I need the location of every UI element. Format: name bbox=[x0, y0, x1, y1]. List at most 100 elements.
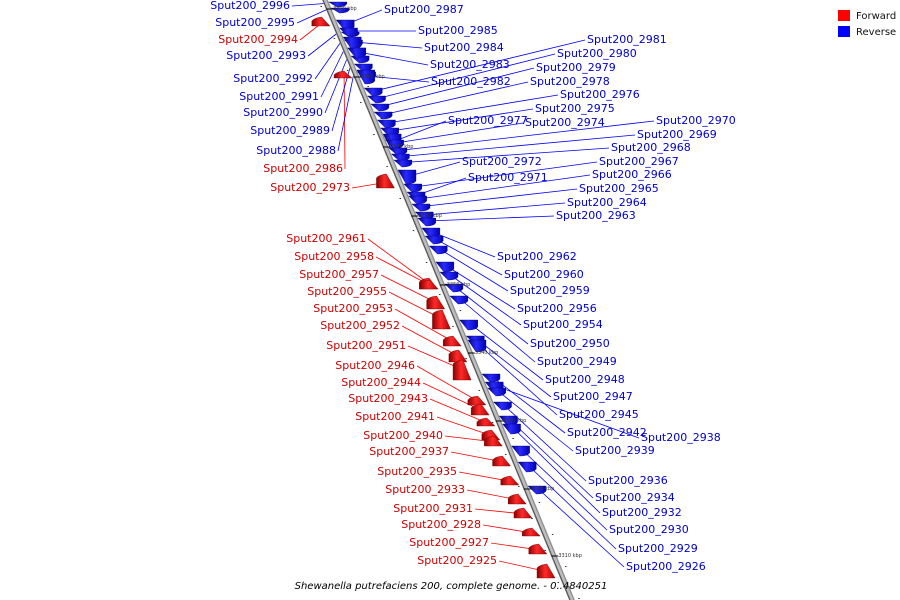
gene-label[interactable]: Sput200_2966 bbox=[592, 168, 672, 181]
leader-line bbox=[512, 427, 601, 514]
gene-label[interactable]: Sput200_2946 bbox=[335, 359, 415, 372]
gene-reverse bbox=[527, 485, 547, 495]
gene-label[interactable]: Sput200_2945 bbox=[559, 408, 639, 421]
gene-label[interactable]: Sput200_2949 bbox=[537, 355, 617, 368]
leader-line bbox=[354, 41, 423, 49]
leader-line bbox=[343, 75, 346, 170]
gene-label[interactable]: Sput200_2961 bbox=[286, 232, 366, 245]
leader-line bbox=[384, 81, 529, 115]
gene-label[interactable]: Sput200_2996 bbox=[210, 0, 290, 12]
gene-label[interactable]: Sput200_2993 bbox=[226, 49, 306, 62]
gene-label[interactable]: Sput200_2954 bbox=[523, 318, 603, 331]
gene-label[interactable]: Sput200_2940 bbox=[363, 429, 443, 442]
gene-label[interactable]: Sput200_2952 bbox=[320, 319, 400, 332]
gene-label[interactable]: Sput200_2978 bbox=[530, 75, 610, 88]
gene-label[interactable]: Sput200_2950 bbox=[530, 337, 610, 350]
gene-reverse bbox=[449, 295, 469, 305]
gene-label[interactable]: Sput200_2934 bbox=[595, 491, 675, 504]
gene-label[interactable]: Sput200_2990 bbox=[243, 106, 323, 119]
gene-label[interactable]: Sput200_2969 bbox=[637, 128, 717, 141]
gene-label[interactable]: Sput200_2930 bbox=[609, 523, 689, 536]
gene-label[interactable]: Sput200_2960 bbox=[504, 268, 584, 281]
gene-label[interactable]: Sput200_2941 bbox=[355, 410, 435, 423]
gene-label[interactable]: Sput200_2955 bbox=[307, 285, 387, 298]
gene-label[interactable]: Sput200_2971 bbox=[468, 171, 548, 184]
gene-label[interactable]: Sput200_2987 bbox=[384, 3, 464, 16]
genome-caption: Shewanella putrefaciens 200, complete ge… bbox=[295, 581, 608, 592]
gene-forward bbox=[476, 417, 496, 427]
gene-label[interactable]: Sput200_2984 bbox=[424, 41, 504, 54]
gene-label[interactable]: Sput200_2981 bbox=[587, 33, 667, 46]
gene-label[interactable]: Sput200_2980 bbox=[557, 47, 637, 60]
gene-label[interactable]: Sput200_2938 bbox=[641, 431, 721, 444]
gene-label[interactable]: Sput200_2931 bbox=[393, 502, 473, 515]
minor-tick-dot bbox=[504, 454, 507, 455]
gene-label[interactable]: Sput200_2982 bbox=[431, 75, 511, 88]
gene-label[interactable]: Sput200_2963 bbox=[556, 209, 636, 222]
gene-label[interactable]: Sput200_2947 bbox=[553, 390, 633, 403]
gene-label[interactable]: Sput200_2928 bbox=[401, 518, 481, 531]
gene-label[interactable]: Sput200_2935 bbox=[377, 465, 457, 478]
gene-reverse bbox=[444, 283, 464, 293]
gene-forward bbox=[500, 475, 520, 486]
gene-label[interactable]: Sput200_2948 bbox=[545, 373, 625, 386]
leader-line bbox=[401, 134, 636, 157]
gene-label[interactable]: Sput200_2958 bbox=[294, 250, 374, 263]
minor-tick-dot bbox=[551, 534, 554, 535]
gene-label[interactable]: Sput200_2925 bbox=[417, 554, 497, 567]
gene-reverse bbox=[511, 445, 530, 457]
gene-label[interactable]: Sput200_2977 bbox=[448, 114, 528, 127]
leader-line bbox=[377, 53, 556, 99]
gene-label[interactable]: Sput200_2951 bbox=[326, 339, 406, 352]
gene-label[interactable]: Sput200_2974 bbox=[525, 116, 605, 129]
gene-label[interactable]: Sput200_2976 bbox=[560, 88, 640, 101]
minor-tick-dot bbox=[557, 582, 560, 583]
gene-label[interactable]: Sput200_2937 bbox=[369, 445, 449, 458]
gene-forward bbox=[467, 395, 487, 406]
gene-label[interactable]: Sput200_2926 bbox=[626, 560, 706, 573]
gene-label[interactable]: Sput200_2975 bbox=[535, 102, 615, 115]
gene-label[interactable]: Sput200_2953 bbox=[313, 302, 393, 315]
gene-label[interactable]: Sput200_2956 bbox=[517, 302, 597, 315]
gene-label[interactable]: Sput200_2939 bbox=[575, 444, 655, 457]
gene-label[interactable]: Sput200_2985 bbox=[418, 24, 498, 37]
minor-tick-dot bbox=[491, 422, 494, 423]
gene-label[interactable]: Sput200_2970 bbox=[656, 114, 736, 127]
gene-label[interactable]: Sput200_2968 bbox=[611, 141, 691, 154]
gene-label[interactable]: Sput200_2962 bbox=[497, 250, 577, 263]
gene-reverse bbox=[347, 47, 366, 59]
gene-label[interactable]: Sput200_2936 bbox=[588, 474, 668, 487]
gene-forward bbox=[442, 335, 462, 347]
gene-label[interactable]: Sput200_2964 bbox=[567, 196, 647, 209]
gene-label[interactable]: Sput200_2986 bbox=[263, 162, 343, 175]
gene-label[interactable]: Sput200_2933 bbox=[385, 483, 465, 496]
gene-label[interactable]: Sput200_2994 bbox=[218, 33, 298, 46]
scale-tick-label: 3390 kbp bbox=[333, 6, 357, 12]
gene-label[interactable]: Sput200_2988 bbox=[256, 144, 336, 157]
gene-label[interactable]: Sput200_2929 bbox=[618, 542, 698, 555]
gene-label[interactable]: Sput200_2973 bbox=[270, 181, 350, 194]
gene-label[interactable]: Sput200_2979 bbox=[536, 61, 616, 74]
gene-label[interactable]: Sput200_2967 bbox=[599, 155, 679, 168]
leader-line bbox=[449, 274, 522, 326]
gene-label[interactable]: Sput200_2927 bbox=[409, 536, 489, 549]
gene-label[interactable]: Sput200_2989 bbox=[250, 124, 330, 137]
gene-label[interactable]: Sput200_2991 bbox=[239, 90, 319, 103]
gene-label[interactable]: Sput200_2972 bbox=[462, 155, 542, 168]
gene-label[interactable]: Sput200_2943 bbox=[348, 392, 428, 405]
gene-label[interactable]: Sput200_2992 bbox=[233, 72, 313, 85]
gene-label[interactable]: Sput200_2995 bbox=[215, 16, 295, 29]
gene-label[interactable]: Sput200_2942 bbox=[567, 426, 647, 439]
gene-label[interactable]: Sput200_2957 bbox=[299, 268, 379, 281]
scale-tick-label: 3330 kbp bbox=[503, 418, 527, 424]
scale-tick-label: 3310 kbp bbox=[558, 553, 582, 559]
gene-label[interactable]: Sput200_2965 bbox=[579, 182, 659, 195]
legend-label-reverse: Reverse bbox=[856, 27, 896, 38]
gene-label[interactable]: Sput200_2959 bbox=[510, 284, 590, 297]
leader-line bbox=[367, 238, 431, 285]
gene-label[interactable]: Sput200_2983 bbox=[430, 58, 510, 71]
gene-label[interactable]: Sput200_2944 bbox=[341, 376, 421, 389]
scale-tick-label: 3360 kbp bbox=[418, 213, 442, 219]
gene-reverse bbox=[428, 245, 448, 255]
gene-label[interactable]: Sput200_2932 bbox=[602, 506, 682, 519]
